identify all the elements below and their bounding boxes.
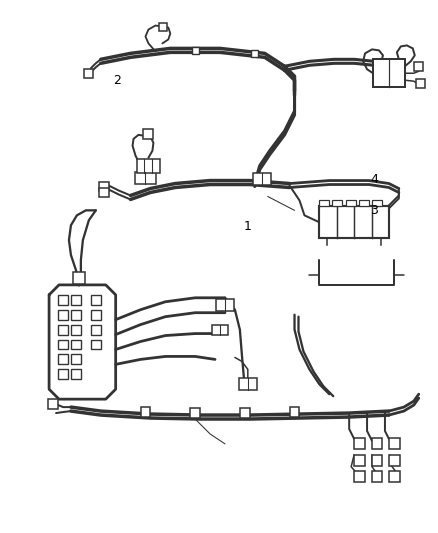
Bar (238, 378, 256, 390)
Bar (389, 455, 399, 466)
Bar (289, 407, 299, 417)
Bar (413, 62, 422, 71)
Bar (318, 200, 328, 206)
Bar (358, 200, 368, 206)
Bar (134, 172, 156, 183)
Bar (251, 50, 258, 57)
Bar (73, 272, 85, 284)
Bar (346, 200, 355, 206)
Bar (239, 408, 249, 418)
Bar (371, 200, 381, 206)
Bar (389, 471, 399, 482)
Text: 4: 4 (369, 173, 377, 185)
Bar (71, 354, 81, 365)
Bar (143, 129, 153, 139)
Bar (71, 325, 81, 335)
Bar (190, 408, 200, 418)
Bar (99, 182, 109, 191)
Bar (159, 22, 167, 30)
Bar (58, 295, 68, 305)
Bar (212, 325, 227, 335)
Bar (353, 439, 364, 449)
Bar (332, 200, 342, 206)
Bar (91, 325, 101, 335)
Bar (91, 295, 101, 305)
Text: 3: 3 (369, 204, 377, 217)
Bar (389, 439, 399, 449)
Text: 1: 1 (243, 220, 251, 233)
Bar (318, 206, 388, 238)
Bar (91, 340, 101, 350)
Bar (353, 471, 364, 482)
Bar (58, 325, 68, 335)
Bar (353, 455, 364, 466)
Bar (71, 369, 81, 379)
Bar (140, 407, 150, 417)
Bar (48, 399, 58, 409)
Bar (71, 295, 81, 305)
Bar (99, 188, 109, 197)
Bar (215, 299, 233, 311)
Bar (252, 173, 270, 184)
Bar (58, 310, 68, 320)
Bar (84, 69, 93, 78)
Bar (372, 59, 404, 87)
Bar (415, 79, 424, 87)
Bar (371, 455, 381, 466)
Bar (371, 439, 381, 449)
Bar (71, 310, 81, 320)
Bar (191, 47, 198, 54)
Bar (58, 369, 68, 379)
Bar (58, 340, 68, 350)
Bar (91, 310, 101, 320)
Text: 2: 2 (113, 74, 120, 86)
Bar (136, 159, 160, 173)
Bar (71, 340, 81, 350)
Bar (58, 354, 68, 365)
Bar (371, 471, 381, 482)
